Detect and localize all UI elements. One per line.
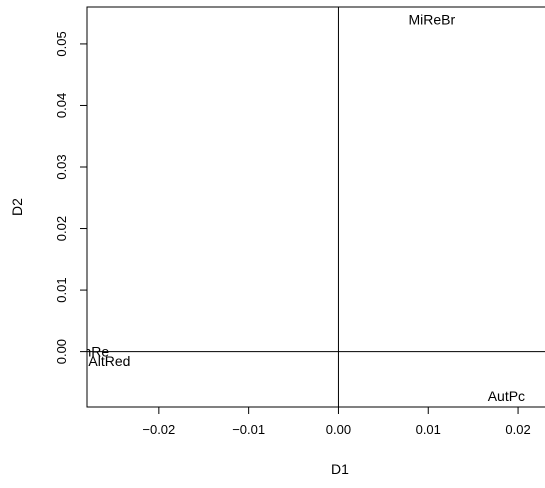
x-tick-label: 0.02 <box>505 422 530 437</box>
y-axis-title: D2 <box>9 198 25 216</box>
x-tick-label: 0.00 <box>326 422 351 437</box>
point-label: AltRed <box>88 353 130 369</box>
reference-lines <box>87 7 545 407</box>
y-tick-label: 0.01 <box>54 277 69 302</box>
y-tick-label: 0.02 <box>54 216 69 241</box>
point-label: AutPc <box>488 388 525 404</box>
y-tick-label: 0.05 <box>54 31 69 56</box>
axes-group: −0.02 −0.01 0.00 0.01 0.02 0.00 0.01 0.02 0.03 0.… <box>54 6 545 437</box>
y-tick-label: 0.03 <box>54 154 69 179</box>
x-tick-label: −0.01 <box>232 422 265 437</box>
y-tick-label: 0.00 <box>54 339 69 364</box>
y-tick-label: 0.04 <box>54 93 69 118</box>
plot-frame <box>86 6 545 408</box>
x-axis-title: D1 <box>331 461 349 477</box>
point-label: WhRe <box>70 344 109 360</box>
x-tick-label: 0.01 <box>416 422 441 437</box>
x-tick-label: −0.02 <box>142 422 175 437</box>
point-label: MiReBr <box>409 11 456 27</box>
